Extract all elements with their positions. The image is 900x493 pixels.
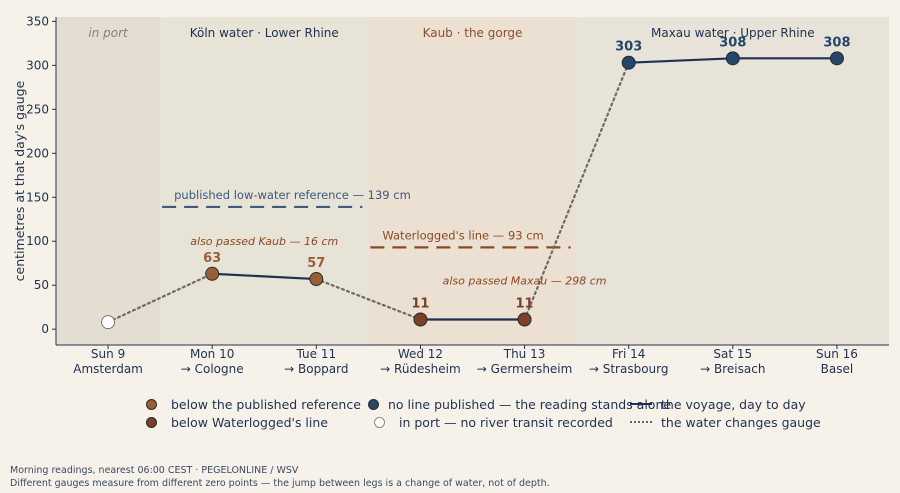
legend-swatch [145, 416, 157, 428]
y-tick-label: 300 [26, 58, 49, 72]
data-label: 57 [307, 256, 325, 271]
legend-swatch-line [630, 403, 652, 405]
y-tick-label: 350 [26, 14, 49, 28]
legend-item-in-port: in port — no river transit recorded [368, 414, 630, 430]
legend-item-gauge-change: the water changes gauge [630, 414, 830, 430]
legend-swatch-dotted [630, 421, 652, 423]
x-tick-place: → Rüdesheim [380, 362, 461, 376]
reference-line-label: Waterlogged's line — 93 cm [382, 228, 543, 242]
data-point [205, 266, 220, 281]
legend-label: below the published reference [171, 396, 361, 412]
region-band [576, 17, 889, 345]
data-labels: 63 57 11 11 303 308 308 also passed Kaub — 16 c… [190, 35, 850, 311]
footer-caveat: Different gauges measure from different … [10, 478, 550, 489]
y-tick-label: 200 [26, 146, 49, 160]
data-label: 308 [823, 35, 850, 50]
y-axis-title: centimetres at that day's gauge [12, 80, 27, 281]
data-point [309, 272, 324, 287]
data-point [101, 315, 116, 330]
legend-item-no-line: no line published — the reading stands a… [368, 396, 671, 412]
x-tick-place: → Cologne [181, 362, 244, 376]
region-label: in port [88, 26, 129, 40]
y-tick-label: 150 [26, 190, 49, 204]
region-band [56, 17, 161, 345]
data-label: 303 [615, 40, 642, 55]
region-label: Kaub · the gorge [423, 26, 523, 40]
legend-label: no line published — the reading stands a… [388, 396, 672, 412]
data-point [725, 51, 740, 66]
reference-line-label: published low-water reference — 139 cm [174, 188, 411, 202]
data-label: 11 [516, 296, 534, 311]
y-tick-label: 100 [26, 234, 49, 248]
series-lines [106, 57, 837, 324]
region-band [368, 17, 577, 345]
x-tick-day: Mon 10 [190, 347, 234, 361]
legend-label: the water changes gauge [661, 414, 821, 430]
region-band [160, 17, 369, 345]
footer-note: Morning readings, nearest 06:00 CEST · P… [10, 464, 550, 490]
legend-item-below-waterlogged: below Waterlogged's line [140, 414, 368, 430]
legend-label: below Waterlogged's line [171, 414, 328, 430]
legend-swatch [368, 398, 379, 410]
y-tick-label: 250 [26, 102, 49, 116]
y-tick-label: 50 [34, 278, 49, 292]
y-axis: 0 50 100 150 200 250 300 350 [26, 14, 889, 346]
data-point [621, 55, 636, 70]
x-tick-place: Basel [821, 362, 854, 376]
x-tick-day: Sun 9 [91, 347, 125, 361]
x-tick-place: → Boppard [284, 362, 348, 376]
x-tick-place: → Germersheim [477, 362, 573, 376]
annotation: also passed Maxau — 298 cm [443, 274, 607, 287]
legend-label: the voyage, day to day [661, 396, 806, 412]
annotation: also passed Kaub — 16 cm [190, 235, 338, 248]
data-label: 308 [719, 35, 746, 50]
legend-swatch [373, 416, 385, 428]
legend-label: in port — no river transit recorded [399, 414, 613, 430]
data-point [829, 51, 844, 66]
reference-lines: published low-water reference — 139 cm Wa… [162, 188, 571, 249]
x-tick-place: → Strasbourg [589, 362, 669, 376]
data-point [413, 312, 428, 327]
data-point [517, 312, 532, 327]
y-tick-label: 0 [41, 322, 49, 336]
x-tick-day: Wed 12 [398, 347, 443, 361]
x-tick-day: Fri 14 [612, 347, 645, 361]
region-label: Maxau water · Upper Rhine [651, 26, 815, 40]
voyage-line [212, 272, 317, 281]
gauge-change-line [315, 277, 422, 321]
x-tick-day: Thu 13 [503, 347, 546, 361]
x-tick-day: Sat 15 [713, 347, 752, 361]
gauge-change-line [106, 272, 214, 324]
x-tick-day: Tue 11 [296, 347, 337, 361]
x-tick-place: Amsterdam [73, 362, 143, 376]
voyage-line [628, 57, 733, 64]
legend: below the published reference no line pu… [140, 396, 830, 430]
legend-item-below-reference: below the published reference [140, 396, 368, 412]
legend-swatch [145, 398, 157, 410]
footer-source: Morning readings, nearest 06:00 CEST · P… [10, 465, 299, 476]
data-label: 63 [203, 251, 221, 266]
legend-item-voyage: the voyage, day to day [630, 396, 830, 412]
gauge-change-line [523, 61, 630, 321]
data-label: 11 [411, 296, 429, 311]
x-tick-day: Sun 16 [816, 347, 858, 361]
x-tick-place: → Breisach [700, 362, 765, 376]
region-bands: in port Köln water · Lower Rhine Kaub · th… [56, 17, 889, 345]
series-points [101, 51, 844, 330]
region-label: Köln water · Lower Rhine [190, 26, 339, 40]
